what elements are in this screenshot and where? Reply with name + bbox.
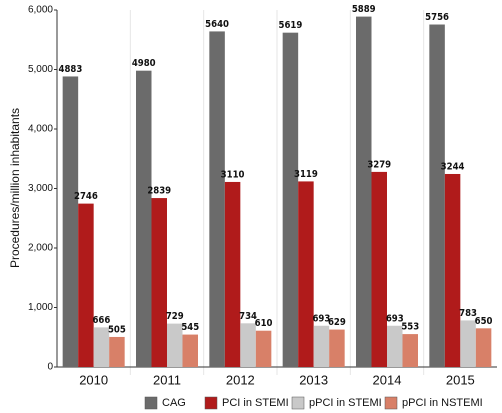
value-label: 5640: [205, 19, 229, 30]
value-label: 783: [459, 308, 477, 319]
bar: [429, 24, 445, 367]
bar: [136, 70, 152, 367]
bar: [255, 330, 272, 367]
bar: [151, 198, 167, 367]
legend-label: PCI in STEMI: [222, 397, 289, 409]
value-label: 505: [108, 324, 126, 335]
value-label: 3119: [294, 169, 318, 180]
bar: [475, 328, 492, 367]
bar: [460, 320, 476, 367]
bar: [209, 31, 225, 367]
value-label: 545: [181, 322, 199, 333]
value-label: 5889: [352, 4, 376, 15]
x-tick-label: 2012: [226, 372, 255, 387]
bar: [313, 325, 330, 367]
value-label: 3110: [221, 169, 245, 180]
y-tick-label: 0: [47, 362, 53, 373]
value-label: 650: [475, 316, 493, 327]
legend-swatch: [204, 396, 218, 410]
value-label: 3244: [441, 161, 465, 172]
y-tick-label: 3,000: [28, 183, 53, 194]
y-tick-label: 6,000: [28, 5, 53, 16]
y-tick-label: 4,000: [28, 124, 53, 135]
bar: [444, 173, 461, 367]
y-axis-title: Procedures/million inhabitants: [8, 108, 22, 268]
bar: [387, 325, 403, 367]
value-label: 734: [239, 311, 257, 322]
x-tick-label: 2011: [153, 372, 181, 387]
bar: [356, 16, 372, 368]
bar: [62, 76, 79, 368]
y-tick-label: 2,000: [28, 243, 53, 254]
bar: [93, 327, 110, 367]
value-label: 5756: [425, 12, 449, 23]
value-label: 629: [328, 317, 346, 328]
legend-swatch: [384, 396, 398, 410]
bar: [109, 336, 125, 367]
y-tick-label: 5,000: [28, 64, 53, 75]
legend-label: pPCI in STEMI: [309, 397, 382, 409]
value-label: 610: [255, 318, 273, 329]
y-tick-label: 1,000: [28, 302, 53, 313]
bar: [282, 32, 299, 368]
x-tick-label: 2010: [79, 372, 108, 387]
value-label: 4980: [132, 58, 156, 69]
value-label: 693: [386, 313, 404, 324]
x-tick-label: 2015: [446, 372, 475, 387]
value-label: 4883: [59, 64, 83, 75]
bar: [167, 323, 183, 367]
x-tick-label: 2014: [373, 372, 402, 387]
value-label: 5619: [279, 20, 303, 31]
bar: [329, 329, 345, 367]
bar: [240, 323, 256, 367]
value-label: 729: [166, 311, 184, 322]
value-label: 693: [312, 313, 330, 324]
value-label: 553: [401, 322, 419, 333]
bar: [224, 181, 241, 367]
legend-swatch: [144, 396, 158, 410]
value-label: 2839: [147, 186, 171, 197]
bar: [78, 203, 94, 367]
legend-swatch: [291, 396, 305, 410]
bar: [182, 334, 198, 367]
bar: [371, 171, 387, 367]
bar: [402, 334, 418, 367]
legend-label: pPCI in NSTEMI: [402, 397, 483, 409]
bar: [298, 181, 314, 367]
value-label: 3279: [367, 159, 391, 170]
value-label: 2746: [74, 191, 98, 202]
value-label: 666: [92, 315, 110, 326]
x-tick-label: 2013: [299, 372, 328, 387]
legend-label: CAG: [162, 397, 186, 409]
